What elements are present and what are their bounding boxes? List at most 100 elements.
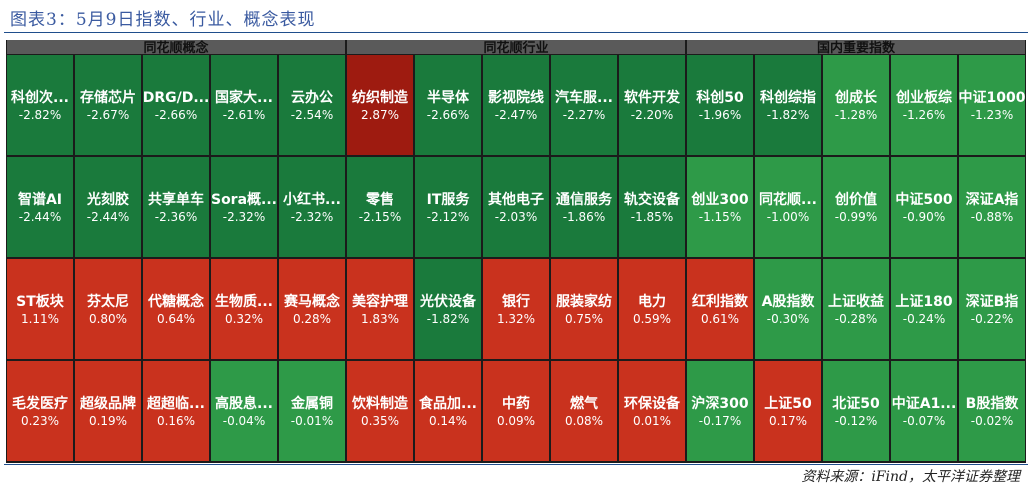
heatmap-cell	[347, 55, 413, 155]
cell-label: 小红书...	[283, 191, 341, 208]
cell-label: 燃气	[570, 395, 598, 412]
cell-label: 上证180	[895, 294, 952, 310]
cell-value: -0.28%	[835, 312, 877, 326]
cell-value: -2.36%	[155, 210, 197, 224]
cell-label: 电力	[638, 293, 666, 310]
cell-value: -1.82%	[427, 312, 469, 326]
heatmap-cell	[687, 361, 753, 461]
cell-label: 芬太尼	[86, 293, 129, 310]
cell-label: 智谱AI	[17, 191, 62, 208]
cell-label: 科创50	[696, 89, 744, 106]
heatmap-cell	[279, 259, 345, 359]
heatmap-cell	[959, 361, 1025, 461]
cell-label: 代糖概念	[147, 293, 205, 310]
cell-value: -1.85%	[631, 210, 673, 224]
heatmap-cell	[687, 157, 753, 257]
cell-value: 0.61%	[701, 312, 739, 326]
heatmap-cell	[755, 361, 821, 461]
cell-label: 半导体	[427, 89, 470, 106]
cell-value: 0.14%	[429, 414, 467, 428]
cell-value: -2.66%	[427, 108, 469, 122]
cell-value: -1.82%	[767, 108, 809, 122]
heatmap-cell	[279, 55, 345, 155]
cell-label: 北证50	[832, 396, 880, 412]
heatmap-cell	[755, 157, 821, 257]
heatmap-cell	[279, 361, 345, 461]
cell-label: 其他电子	[488, 191, 544, 208]
cell-label: 深证A指	[966, 191, 1019, 208]
cell-value: 0.17%	[769, 414, 807, 428]
cell-label: 云办公	[291, 89, 333, 106]
cell-label: 创成长	[834, 89, 878, 106]
cell-value: -0.02%	[971, 414, 1013, 428]
cell-value: -0.30%	[767, 312, 809, 326]
cell-value: 0.28%	[293, 312, 331, 326]
cell-value: -1.96%	[699, 108, 741, 122]
cell-label: ST板块	[16, 293, 65, 310]
heatmap-cell	[483, 55, 549, 155]
heatmap-cell	[823, 361, 889, 461]
cell-value: 2.87%	[361, 108, 399, 122]
cell-label: Sora概...	[211, 191, 277, 208]
cell-label: 光刻胶	[86, 191, 129, 208]
cell-value: -2.03%	[495, 210, 537, 224]
cell-value: -0.22%	[971, 312, 1013, 326]
cell-value: -1.26%	[903, 108, 945, 122]
heatmap-cell	[483, 361, 549, 461]
group-header-2	[687, 40, 1025, 54]
heatmap-cell	[143, 361, 209, 461]
heatmap-cell	[687, 55, 753, 155]
cell-label: 沪深300	[691, 395, 748, 412]
heatmap-cell	[415, 361, 481, 461]
cell-value: -0.90%	[903, 210, 945, 224]
cell-value: -0.17%	[699, 414, 741, 428]
heatmap-cell	[7, 361, 73, 461]
cell-label: DRG/D...	[143, 90, 210, 106]
heatmap-cell	[891, 55, 957, 155]
cell-value: -2.61%	[223, 108, 265, 122]
cell-value: -0.99%	[835, 210, 877, 224]
cell-value: 0.32%	[225, 312, 263, 326]
cell-label: 环保设备	[624, 395, 681, 412]
cell-label: 超级品牌	[79, 395, 136, 412]
cell-value: -0.12%	[835, 414, 877, 428]
cell-value: -2.15%	[359, 210, 401, 224]
cell-label: 影视院线	[488, 89, 544, 106]
cell-label: 通信服务	[556, 191, 613, 208]
heatmap-cell	[619, 157, 685, 257]
heatmap-cell	[891, 157, 957, 257]
heatmap-cell	[551, 55, 617, 155]
cell-value: -0.88%	[971, 210, 1013, 224]
cell-value: 1.11%	[21, 312, 59, 326]
cell-label: 光伏设备	[419, 293, 477, 310]
cell-value: -0.24%	[903, 312, 945, 326]
cell-value: -2.54%	[291, 108, 333, 122]
cell-label: 食品加...	[419, 395, 477, 412]
group-title-2: 国内重要指数	[817, 40, 896, 56]
cell-label: 深证B指	[966, 293, 1019, 310]
cell-value: 0.09%	[497, 414, 535, 428]
cell-label: 服装家纺	[556, 293, 612, 310]
cell-label: B股指数	[966, 395, 1020, 412]
cell-label: 软件开发	[624, 89, 681, 106]
heatmap-cell	[211, 55, 277, 155]
cell-value: 1.32%	[497, 312, 535, 326]
cell-value: -2.47%	[495, 108, 537, 122]
cell-value: -2.12%	[427, 210, 469, 224]
heatmap-cell	[483, 259, 549, 359]
heatmap-cell	[75, 55, 141, 155]
cell-value: -0.07%	[903, 414, 945, 428]
heatmap-cell	[75, 157, 141, 257]
cell-value: -2.32%	[223, 210, 265, 224]
cell-label: 汽车服...	[555, 89, 613, 106]
heatmap-cell	[211, 259, 277, 359]
cell-value: -2.82%	[19, 108, 61, 122]
heatmap-cell	[687, 259, 753, 359]
group-header-0	[7, 40, 345, 54]
heatmap-board: 同花顺概念 科创次... -2.82% 存储芯片 -2.67% DRG/D... -2.66…	[6, 40, 1026, 463]
cell-label: 中证A1...	[892, 395, 957, 412]
heatmap-cell	[279, 157, 345, 257]
heatmap-cell	[619, 259, 685, 359]
heatmap-cell	[823, 55, 889, 155]
